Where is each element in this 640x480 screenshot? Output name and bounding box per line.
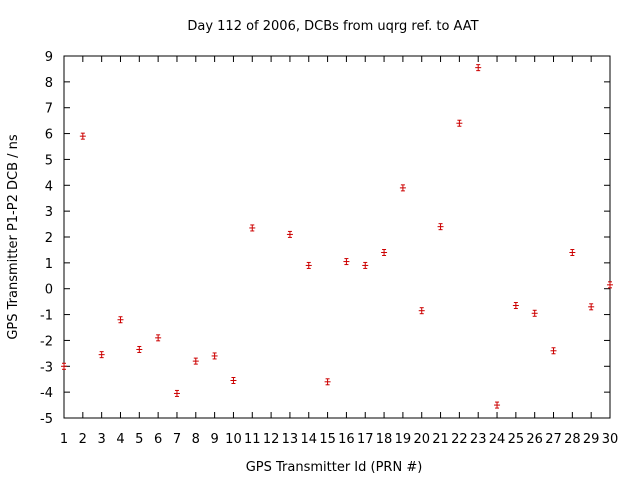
x-tick-label: 12	[263, 432, 280, 447]
x-tick-label: 27	[545, 432, 562, 447]
y-tick-label: 0	[45, 283, 53, 298]
data-point-prn-24	[494, 401, 501, 409]
data-point-prn-6	[155, 334, 162, 342]
x-tick-label: 1	[60, 432, 68, 447]
x-tick-label: 3	[98, 432, 106, 447]
data-point-prn-30	[607, 281, 613, 289]
data-point-prn-28	[569, 249, 576, 257]
data-point-prn-20	[418, 307, 425, 315]
y-tick-label: -1	[40, 309, 53, 324]
y-tick-label: 9	[45, 50, 53, 65]
data-point-prn-4	[117, 316, 124, 324]
data-point-prn-1	[61, 362, 67, 370]
y-tick-label: -3	[40, 360, 53, 375]
chart-title: Day 112 of 2006, DCBs from uqrg ref. to …	[187, 19, 478, 34]
x-tick-label: 8	[192, 432, 200, 447]
data-point-prn-5	[136, 345, 143, 353]
data-point-prn-25	[512, 302, 519, 310]
y-tick-label: 1	[45, 257, 53, 272]
y-tick-label: 5	[45, 153, 53, 168]
data-point-prn-29	[588, 303, 595, 311]
x-tick-label: 14	[300, 432, 317, 447]
data-point-prn-27	[550, 347, 557, 355]
y-tick-label: 6	[45, 128, 53, 143]
x-tick-label: 16	[338, 432, 355, 447]
data-point-prn-15	[324, 378, 331, 386]
x-tick-label: 7	[173, 432, 181, 447]
data-point-prn-17	[362, 261, 369, 269]
y-axis-tick-labels: -5 -4 -3 -2 -1 0 1 2 3 4 5 6 7 8 9	[40, 50, 53, 427]
y-axis-ticks	[64, 55, 610, 419]
data-point-prn-26	[531, 309, 538, 317]
y-tick-label: 4	[45, 179, 53, 194]
x-tick-label: 22	[451, 432, 468, 447]
data-point-prn-21	[437, 223, 444, 231]
data-point-prn-3	[98, 351, 105, 359]
y-tick-label: -4	[40, 386, 53, 401]
y-tick-label: 3	[45, 205, 53, 220]
data-point-prn-13	[286, 230, 293, 238]
y-tick-label: 2	[45, 231, 53, 246]
y-tick-label: 8	[45, 76, 53, 91]
x-axis-ticks	[63, 56, 611, 418]
data-point-prn-8	[192, 357, 199, 365]
data-point-prn-10	[230, 377, 237, 385]
data-point-prn-11	[249, 224, 256, 232]
x-tick-label: 10	[225, 432, 242, 447]
x-axis-label: GPS Transmitter Id (PRN #)	[246, 460, 423, 475]
plot-frame	[63, 55, 611, 419]
x-tick-label: 30	[602, 432, 619, 447]
data-point-prn-16	[343, 258, 350, 266]
x-tick-label: 4	[116, 432, 124, 447]
data-point-prn-7	[173, 389, 180, 397]
x-tick-label: 6	[154, 432, 162, 447]
x-tick-label: 19	[395, 432, 412, 447]
x-tick-label: 21	[432, 432, 449, 447]
data-point-prn-14	[305, 261, 312, 269]
y-tick-label: -5	[40, 412, 53, 427]
x-tick-label: 28	[564, 432, 581, 447]
y-tick-label: 7	[45, 102, 53, 117]
data-point-prn-2	[79, 132, 86, 140]
x-tick-label: 5	[135, 432, 143, 447]
x-tick-label: 11	[244, 432, 261, 447]
data-point-prn-23	[475, 64, 482, 72]
data-point-prn-18	[381, 249, 388, 257]
y-axis-label: GPS Transmitter P1-P2 DCB / ns	[6, 134, 21, 340]
x-tick-label: 15	[319, 432, 336, 447]
y-tick-label: -2	[40, 334, 53, 349]
data-point-prn-22	[456, 119, 463, 127]
x-tick-label: 29	[583, 432, 600, 447]
x-tick-label: 25	[508, 432, 525, 447]
x-tick-label: 9	[210, 432, 218, 447]
x-axis-tick-labels: 1 2 3 4 5 6 7 8 9 10 11 12 13 14 15 16 17 18 19 20 21 22 23 24 2…	[60, 432, 618, 447]
data-point-prn-9	[211, 352, 218, 360]
x-tick-label: 18	[376, 432, 393, 447]
x-tick-label: 20	[413, 432, 430, 447]
x-tick-label: 13	[282, 432, 299, 447]
x-tick-label: 17	[357, 432, 374, 447]
x-tick-label: 26	[526, 432, 543, 447]
x-tick-label: 23	[470, 432, 487, 447]
x-tick-label: 24	[489, 432, 506, 447]
x-tick-label: 2	[79, 432, 87, 447]
data-point-prn-19	[399, 184, 406, 192]
data-points	[61, 64, 613, 409]
